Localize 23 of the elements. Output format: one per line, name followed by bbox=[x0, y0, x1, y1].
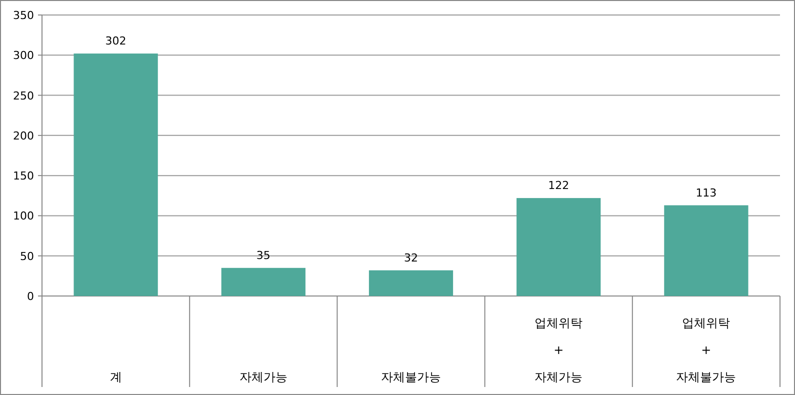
data-label: 302 bbox=[105, 34, 126, 48]
x-tick-label: 업체위탁 + 자체불가능 bbox=[676, 316, 736, 384]
data-label: 35 bbox=[256, 248, 270, 262]
y-tick-label: 200 bbox=[13, 129, 34, 142]
y-tick-label: 250 bbox=[13, 89, 34, 102]
x-tick-label: 업체위탁 + 자체가능 bbox=[534, 316, 583, 384]
y-tick-label: 100 bbox=[13, 210, 34, 223]
bar bbox=[74, 54, 158, 296]
data-label: 113 bbox=[696, 186, 717, 200]
data-label: 32 bbox=[404, 251, 418, 264]
bar bbox=[221, 268, 306, 296]
y-tick-label: 300 bbox=[13, 49, 34, 62]
x-tick-label: 계 bbox=[110, 370, 122, 384]
y-tick-label: 150 bbox=[13, 170, 34, 183]
bar bbox=[368, 270, 454, 296]
bar bbox=[516, 198, 601, 296]
y-tick-label: 50 bbox=[20, 250, 34, 263]
y-tick-label: 0 bbox=[27, 290, 34, 303]
x-tick-label: 자체불가능 bbox=[381, 370, 441, 384]
y-tick-label: 350 bbox=[13, 9, 34, 22]
data-label: 122 bbox=[548, 179, 570, 192]
bar bbox=[664, 205, 748, 296]
x-tick-label: 자체가능 bbox=[239, 370, 288, 384]
